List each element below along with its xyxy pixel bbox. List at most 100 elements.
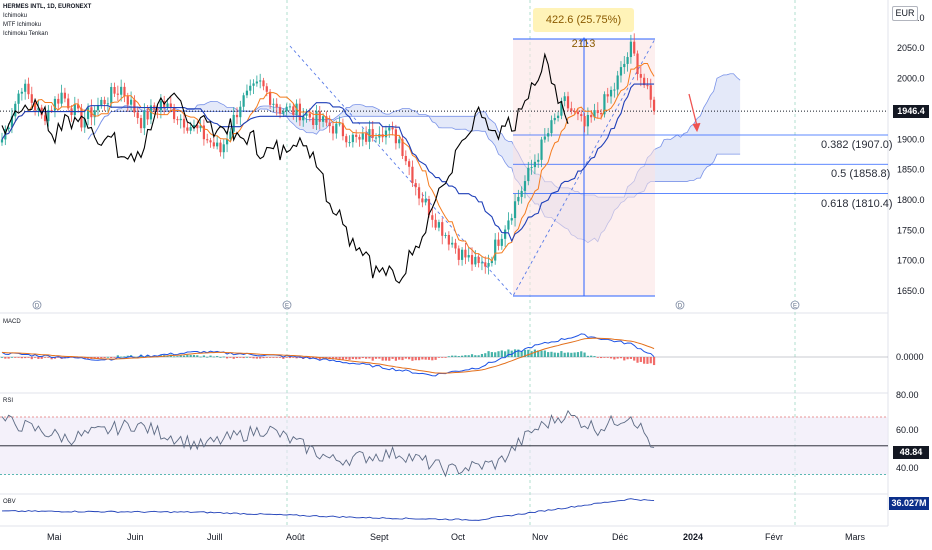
- candle-body: [202, 125, 206, 140]
- candle-body: [47, 109, 50, 122]
- candle-body: [156, 109, 159, 111]
- candle-body: [404, 155, 407, 162]
- macd-histogram-bar: [613, 357, 616, 360]
- candle-body: [623, 63, 626, 68]
- candle-body: [603, 94, 606, 115]
- macd-histogram-bar: [272, 357, 275, 358]
- candle-body: [20, 91, 23, 94]
- candle-body: [24, 83, 27, 92]
- macd-histogram-bar: [497, 351, 500, 357]
- candle-body: [460, 249, 464, 260]
- candle-body: [212, 142, 215, 147]
- candle-body: [90, 107, 93, 118]
- candle-body: [530, 167, 533, 169]
- candle-body: [192, 125, 196, 128]
- candle-body: [219, 142, 222, 153]
- candle-body: [401, 139, 404, 156]
- candle-body: [252, 83, 255, 86]
- candle-body: [321, 116, 325, 122]
- candle-body: [43, 115, 47, 122]
- indicator-mtf-ichimoku[interactable]: MTF Ichimoku: [3, 22, 42, 28]
- candle-body: [600, 112, 603, 115]
- price-tick: 2000.0: [897, 74, 925, 84]
- macd-pane-label[interactable]: MACD: [3, 319, 21, 325]
- candle-body: [96, 105, 100, 111]
- candle-body: [50, 109, 53, 111]
- candle-body: [110, 86, 113, 104]
- candle-body: [371, 129, 374, 138]
- macd-histogram-bar: [368, 357, 371, 359]
- macd-histogram-bar: [573, 352, 576, 357]
- candle-body: [414, 183, 417, 188]
- indicator-ichimoku-tenkan[interactable]: Ichimoku Tenkan: [3, 31, 48, 37]
- candle-body: [391, 127, 394, 130]
- macd-histogram-bar: [437, 357, 441, 358]
- macd-histogram-bar: [451, 355, 454, 357]
- macd-histogram-bar: [633, 357, 636, 361]
- macd-histogram-bar: [391, 357, 394, 359]
- macd-histogram-bar: [623, 357, 626, 361]
- obv-value-tag: 36.027M: [889, 497, 929, 510]
- candle-body: [487, 263, 490, 267]
- macd-histogram-bar: [10, 356, 14, 358]
- candle-body: [480, 262, 484, 264]
- candle-body: [269, 91, 272, 105]
- macd-histogram-bar: [520, 351, 523, 357]
- x-tick-dec: Déc: [612, 532, 629, 542]
- macd-histogram-bar: [494, 352, 497, 357]
- macd-histogram-bar: [371, 357, 374, 361]
- currency-label[interactable]: EUR: [892, 6, 918, 21]
- indicator-ichimoku[interactable]: Ichimoku: [3, 13, 28, 19]
- candle-body: [560, 100, 563, 116]
- macd-histogram-bar: [477, 355, 480, 357]
- macd-histogram-bar: [517, 349, 520, 357]
- candle-body: [312, 117, 315, 125]
- macd-histogram-bar: [7, 357, 10, 359]
- candle-body: [235, 114, 239, 118]
- candle-body: [527, 167, 530, 182]
- macd-histogram-bar: [318, 357, 321, 360]
- macd-histogram-bar: [110, 357, 113, 359]
- macd-histogram-bar: [626, 357, 629, 360]
- candle-body: [507, 220, 510, 230]
- candle-body: [288, 106, 292, 108]
- candle-body: [196, 125, 199, 129]
- price-tick: 2050.0: [897, 43, 925, 53]
- candle-body: [106, 103, 110, 105]
- candle-body: [504, 229, 507, 239]
- rsi-tick-80: 80.00: [896, 390, 919, 400]
- candle-body: [470, 255, 474, 265]
- rsi-pane-label[interactable]: RSI: [3, 398, 14, 404]
- candle-body: [510, 218, 513, 221]
- candle-body: [417, 187, 421, 199]
- macd-histogram-bar: [537, 350, 540, 357]
- candle-body: [57, 98, 60, 104]
- candle-body: [606, 94, 609, 97]
- candle-body: [83, 118, 86, 128]
- obv-pane-label[interactable]: OBV: [3, 499, 16, 505]
- macd-histogram-bar: [206, 356, 209, 358]
- candle-body: [249, 85, 252, 91]
- candle-body: [626, 57, 629, 64]
- candle-body: [351, 134, 354, 143]
- candle-body: [60, 92, 63, 104]
- macd-histogram-bar: [70, 357, 73, 358]
- macd-histogram-bar: [527, 349, 530, 357]
- x-tick-sept: Sept: [370, 532, 389, 542]
- macd-histogram-bar: [550, 351, 553, 357]
- candle-body: [646, 85, 649, 87]
- macd-histogram-bar: [4, 357, 7, 359]
- candle-body: [341, 123, 345, 137]
- macd-histogram-bar: [285, 357, 288, 358]
- candle-body: [533, 161, 537, 168]
- candle-body: [232, 114, 235, 132]
- macd-zero-tick: 0.0000: [896, 352, 924, 362]
- candle-body: [282, 111, 285, 114]
- macd-histogram-bar: [100, 357, 103, 359]
- macd-histogram-bar: [103, 357, 106, 358]
- candle-body: [318, 111, 321, 122]
- macd-histogram-bar: [182, 355, 186, 357]
- macd-histogram-bar: [196, 355, 199, 357]
- macd-histogram-bar: [96, 357, 100, 359]
